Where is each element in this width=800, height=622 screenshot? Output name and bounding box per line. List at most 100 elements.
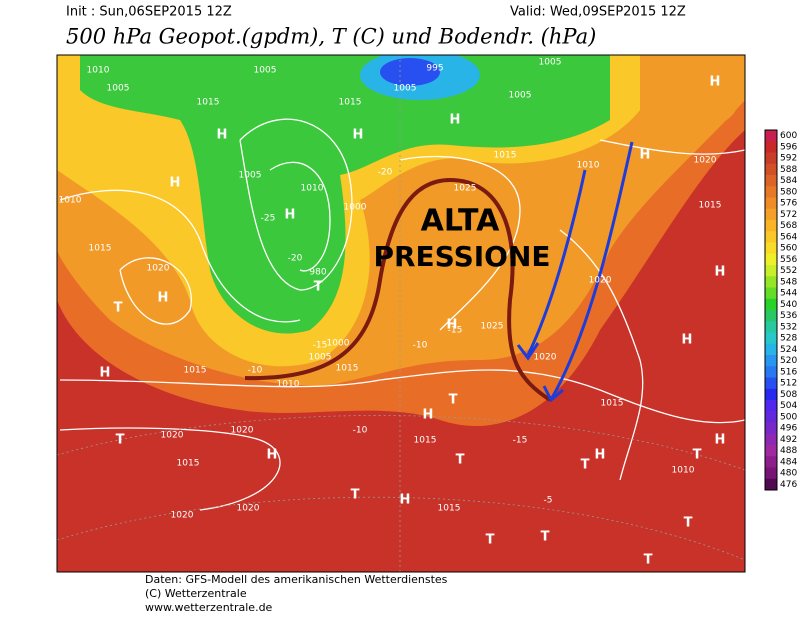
- contour-label: 1005: [254, 66, 277, 76]
- colorbar-frame: [764, 129, 778, 491]
- valid-time: Valid: Wed,09SEP2015 12Z: [510, 5, 686, 20]
- colorbar-swatch: [765, 175, 777, 187]
- colorbar-swatch: [765, 276, 777, 288]
- contour-label: -5: [544, 496, 553, 506]
- pressure-center: H: [285, 208, 296, 223]
- pressure-center: H: [100, 366, 111, 381]
- contour-label: 1020: [237, 504, 260, 514]
- contour-label: 1000: [344, 203, 367, 213]
- contour-label: 1015: [414, 436, 437, 446]
- pressure-center: H: [447, 318, 458, 333]
- contour-label: 1025: [454, 184, 477, 194]
- colorbar-swatch: [765, 388, 777, 401]
- colorbar-swatch: [765, 321, 777, 333]
- contour-label: -15: [313, 341, 328, 351]
- colorbar-label: 588: [780, 165, 797, 175]
- annotation: ALTA: [421, 204, 501, 239]
- colorbar-label: 488: [780, 446, 797, 456]
- colorbar-label: 560: [780, 244, 797, 254]
- pressure-center: H: [423, 408, 434, 423]
- pressure-center: H: [353, 128, 364, 143]
- contour-label: -20: [288, 254, 303, 264]
- colorbar-swatch: [765, 242, 777, 255]
- pressure-center: H: [450, 113, 461, 128]
- pressure-center: H: [158, 291, 169, 306]
- colorbar-label: 524: [780, 345, 797, 355]
- map-frame: [56, 54, 746, 573]
- contour-label: 1005: [107, 84, 130, 94]
- colorbar-label: 536: [780, 311, 797, 321]
- colorbar-label: 500: [780, 412, 797, 422]
- contour-label: 1005: [239, 171, 262, 181]
- colorbar-label: 512: [780, 379, 797, 389]
- map-title: 500 hPa Geopot.(gpdm), T (C) und Bodendr…: [66, 25, 596, 49]
- contour-label: 1005: [309, 353, 332, 363]
- pressure-center: H: [715, 265, 726, 280]
- pressure-center: H: [400, 493, 411, 508]
- contour-label: 1010: [277, 380, 300, 390]
- pressure-center: H: [640, 148, 651, 163]
- contour-label: -10: [248, 366, 263, 376]
- contour-label: 1025: [481, 322, 504, 332]
- colorbar-swatch: [765, 433, 777, 446]
- contour-label: 1005: [539, 58, 562, 68]
- colorbar-swatch: [765, 265, 777, 277]
- contour-label: 1015: [494, 151, 517, 161]
- pressure-center: T: [116, 433, 125, 448]
- colorbar-swatch: [765, 310, 777, 322]
- region-blue: [380, 58, 440, 86]
- pressure-center: T: [486, 533, 495, 548]
- colorbar-label: 520: [780, 356, 797, 366]
- contour-label: 1015: [699, 201, 722, 211]
- contour-label: -15: [513, 436, 528, 446]
- contour-label: 1020: [694, 156, 717, 166]
- colorbar-swatch: [765, 152, 777, 165]
- pressure-center: T: [314, 280, 323, 295]
- pressure-center: T: [114, 301, 123, 316]
- contour-label: 1000: [327, 339, 350, 349]
- contour-label: 1005: [394, 84, 417, 94]
- colorbar-swatch: [765, 377, 777, 390]
- colorbar-label: 532: [780, 322, 797, 332]
- colorbar-label: 564: [780, 232, 797, 242]
- colorbar-swatch: [765, 355, 777, 367]
- pressure-center: H: [595, 448, 606, 463]
- pressure-center: T: [581, 458, 590, 473]
- contour-label: 1015: [177, 459, 200, 469]
- contour-label: -25: [261, 214, 276, 224]
- pressure-center: T: [684, 516, 693, 531]
- colorbar-swatch: [765, 130, 777, 142]
- isobars: [59, 118, 745, 511]
- colorbar-label: 600: [780, 131, 797, 141]
- colorbar-swatch: [765, 332, 777, 345]
- contour-label: 1020: [534, 353, 557, 363]
- pressure-center: H: [170, 176, 181, 191]
- graticule: [57, 55, 745, 572]
- colorbar-label: 576: [780, 199, 797, 209]
- colorbar: 6005965925885845805765725685645605565525…: [764, 129, 797, 491]
- footer-line: (C) Wetterzentrale: [145, 587, 247, 600]
- colorbar-swatch: [765, 456, 777, 468]
- pressure-center: H: [267, 448, 278, 463]
- map-labels: 1010 1005 1015 1005 1015 1005 995 1005 1005 1010 1…: [59, 58, 726, 568]
- colorbar-label: 476: [780, 480, 797, 490]
- colorbar-swatch: [765, 366, 777, 378]
- colorbar-label: 528: [780, 334, 797, 344]
- contour-label: 1015: [184, 366, 207, 376]
- colorbar-label: 596: [780, 142, 797, 152]
- contour-label: 1020: [171, 511, 194, 521]
- colorbar-label: 568: [780, 221, 797, 231]
- pressure-center: T: [541, 530, 550, 545]
- colorbar-swatch: [765, 186, 777, 198]
- colorbar-swatch: [765, 478, 777, 491]
- colorbar-swatch: [765, 197, 777, 210]
- contour-label: 1010: [59, 196, 82, 206]
- contour-label: 1020: [231, 426, 254, 436]
- init-time: Init : Sun,06SEP2015 12Z: [66, 5, 232, 20]
- colorbar-swatch: [765, 253, 777, 266]
- contour-label: 1015: [336, 364, 359, 374]
- contour-label: 1015: [601, 399, 624, 409]
- contour-label: 1005: [509, 91, 532, 101]
